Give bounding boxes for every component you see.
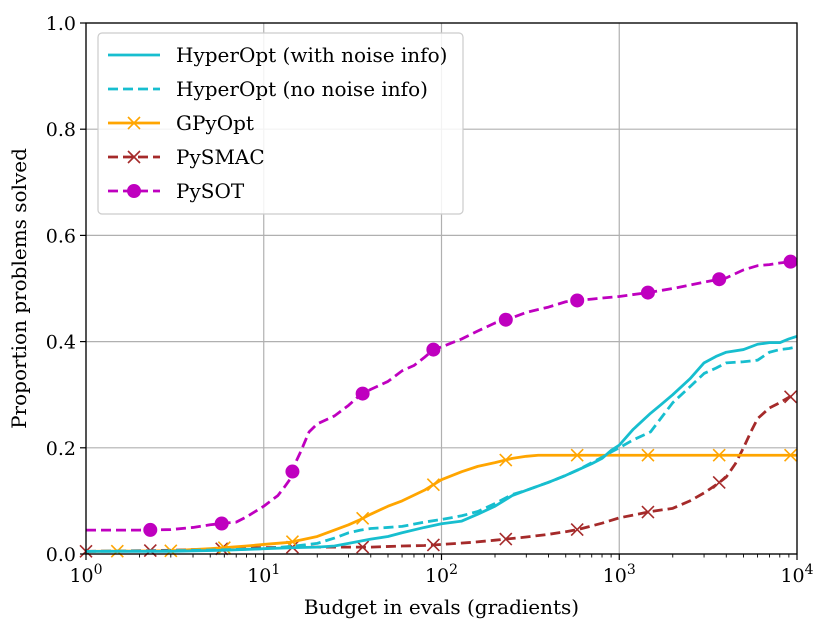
data-point <box>355 386 370 401</box>
series-group <box>79 254 798 558</box>
series-line <box>85 453 797 553</box>
series-hyperopt-with-noise-info <box>86 334 798 553</box>
data-point <box>356 540 370 554</box>
legend-entry-pysmac: PySMAC <box>108 145 265 169</box>
data-point <box>426 538 440 552</box>
legend-entry-gpyopt: GPyOpt <box>108 111 254 135</box>
data-point <box>570 293 585 308</box>
series-line <box>86 259 798 532</box>
y-tick-label: 0.4 <box>46 332 76 354</box>
legend-marker <box>127 150 141 164</box>
legend-entry-pysot: PySOT <box>108 179 245 203</box>
series-line <box>86 334 798 553</box>
series-pysot <box>86 254 798 537</box>
data-point <box>499 532 513 546</box>
legend-label: PySOT <box>176 179 245 203</box>
data-point <box>214 516 229 531</box>
data-point <box>498 312 513 327</box>
data-point <box>712 475 726 490</box>
data-point <box>640 285 655 300</box>
data-point <box>426 478 440 492</box>
data-point <box>285 464 300 479</box>
data-point <box>426 342 441 357</box>
legend-label: HyperOpt (no noise info) <box>176 77 428 101</box>
legend-marker <box>127 116 141 130</box>
data-point <box>641 505 655 519</box>
legend-label: HyperOpt (with noise info) <box>176 43 447 67</box>
legend-box <box>97 32 464 215</box>
data-point <box>783 254 798 269</box>
data-point <box>712 448 726 462</box>
data-point <box>783 448 798 462</box>
data-point <box>143 522 158 537</box>
data-point <box>783 390 798 404</box>
y-tick-label: 1.0 <box>46 13 76 35</box>
data-point <box>641 448 655 462</box>
legend-marker <box>127 184 141 198</box>
legend-entry-hyperopt-no-noise-info: HyperOpt (no noise info) <box>108 77 428 101</box>
y-axis-label: Proportion problems solved <box>7 148 31 429</box>
legend: HyperOpt (with noise info) HyperOpt (no n… <box>97 32 464 215</box>
y-tick-label: 0.2 <box>46 438 76 460</box>
y-tick-label: 0.6 <box>46 225 76 247</box>
legend-label: PySMAC <box>176 145 265 169</box>
y-tick-label: 0.8 <box>46 119 76 141</box>
data-point <box>356 511 370 525</box>
x-axis-label: Budget in evals (gradients) <box>304 595 579 619</box>
y-tick-label: 0.0 <box>46 544 76 566</box>
data-point <box>570 522 584 537</box>
data-point <box>499 453 513 467</box>
data-point <box>570 448 584 462</box>
data-point <box>712 272 727 287</box>
legend-entry-hyperopt-with-noise-info: HyperOpt (with noise info) <box>108 43 447 67</box>
series-gpyopt <box>85 448 798 558</box>
legend-label: GPyOpt <box>176 111 254 135</box>
